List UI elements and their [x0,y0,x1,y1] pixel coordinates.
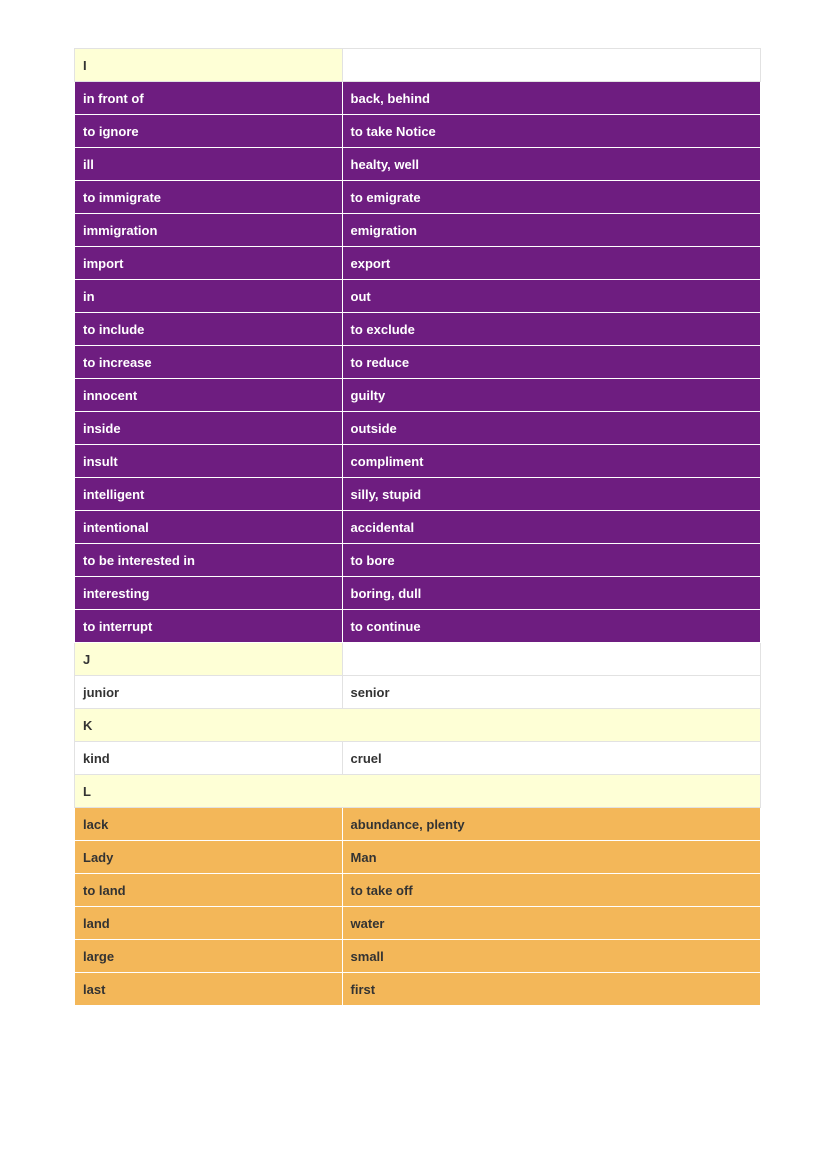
section-empty [342,49,760,82]
table-row: landwater [75,907,761,940]
word-cell: immigration [75,214,343,247]
word-cell: import [75,247,343,280]
word-cell: land [75,907,343,940]
table-row: to immigrateto emigrate [75,181,761,214]
table-row: innocentguilty [75,379,761,412]
table-row: intentionalaccidental [75,511,761,544]
table-row: intelligentsilly, stupid [75,478,761,511]
word-cell: to increase [75,346,343,379]
table-row: LadyMan [75,841,761,874]
word-cell: last [75,973,343,1006]
antonym-cell: Man [342,841,760,874]
table-row: immigrationemigration [75,214,761,247]
antonym-cell: outside [342,412,760,445]
word-cell: inside [75,412,343,445]
section-letter: I [75,49,343,82]
table-row: importexport [75,247,761,280]
table-row: interestingboring, dull [75,577,761,610]
word-cell: lack [75,808,343,841]
word-cell: to interrupt [75,610,343,643]
antonym-cell: senior [342,676,760,709]
word-cell: Lady [75,841,343,874]
word-cell: insult [75,445,343,478]
section-header-k: K [75,709,761,742]
table-row: lackabundance, plenty [75,808,761,841]
antonym-cell: accidental [342,511,760,544]
section-letter: J [75,643,343,676]
antonym-cell: to reduce [342,346,760,379]
antonyms-table: I in front ofback, behind to ignore to t… [74,48,761,1006]
antonym-cell: boring, dull [342,577,760,610]
antonym-cell: first [342,973,760,1006]
antonym-cell: small [342,940,760,973]
table-row: insultcompliment [75,445,761,478]
antonym-cell: silly, stupid [342,478,760,511]
table-row: to ignore to take Notice [75,115,761,148]
antonym-cell: back, behind [342,82,760,115]
antonym-cell: to exclude [342,313,760,346]
word-cell: large [75,940,343,973]
section-header-i: I [75,49,761,82]
antonym-cell: cruel [342,742,760,775]
antonym-cell: to emigrate [342,181,760,214]
word-cell: junior [75,676,343,709]
table-row: to be interested into bore [75,544,761,577]
section-letter: L [75,775,761,808]
word-cell: in front of [75,82,343,115]
table-row: juniorsenior [75,676,761,709]
antonym-cell: compliment [342,445,760,478]
word-cell: intentional [75,511,343,544]
word-cell: to immigrate [75,181,343,214]
antonym-cell: export [342,247,760,280]
antonym-cell: guilty [342,379,760,412]
word-cell: innocent [75,379,343,412]
word-cell: to land [75,874,343,907]
table-row: insideoutside [75,412,761,445]
worksheet-page: ESLprintables.com I in front ofback, beh… [0,0,821,1066]
table-row: to interruptto continue [75,610,761,643]
table-row: lastfirst [75,973,761,1006]
section-header-l: L [75,775,761,808]
section-empty [342,643,760,676]
antonym-cell: to bore [342,544,760,577]
section-letter: K [75,709,761,742]
section-header-j: J [75,643,761,676]
word-cell: intelligent [75,478,343,511]
table-row: to landto take off [75,874,761,907]
antonym-cell: to continue [342,610,760,643]
antonym-cell: out [342,280,760,313]
word-cell: in [75,280,343,313]
table-row: largesmall [75,940,761,973]
word-cell: interesting [75,577,343,610]
antonym-cell: water [342,907,760,940]
table-row: to includeto exclude [75,313,761,346]
table-row: to increaseto reduce [75,346,761,379]
table-row: in front ofback, behind [75,82,761,115]
word-cell: to ignore [75,115,343,148]
word-cell: to be interested in [75,544,343,577]
table-row: illhealty, well [75,148,761,181]
word-cell: ill [75,148,343,181]
word-cell: to include [75,313,343,346]
antonym-cell: to take Notice [342,115,760,148]
antonym-cell: healty, well [342,148,760,181]
table-row: inout [75,280,761,313]
word-cell: kind [75,742,343,775]
antonym-cell: to take off [342,874,760,907]
table-row: kindcruel [75,742,761,775]
antonym-cell: emigration [342,214,760,247]
antonym-cell: abundance, plenty [342,808,760,841]
